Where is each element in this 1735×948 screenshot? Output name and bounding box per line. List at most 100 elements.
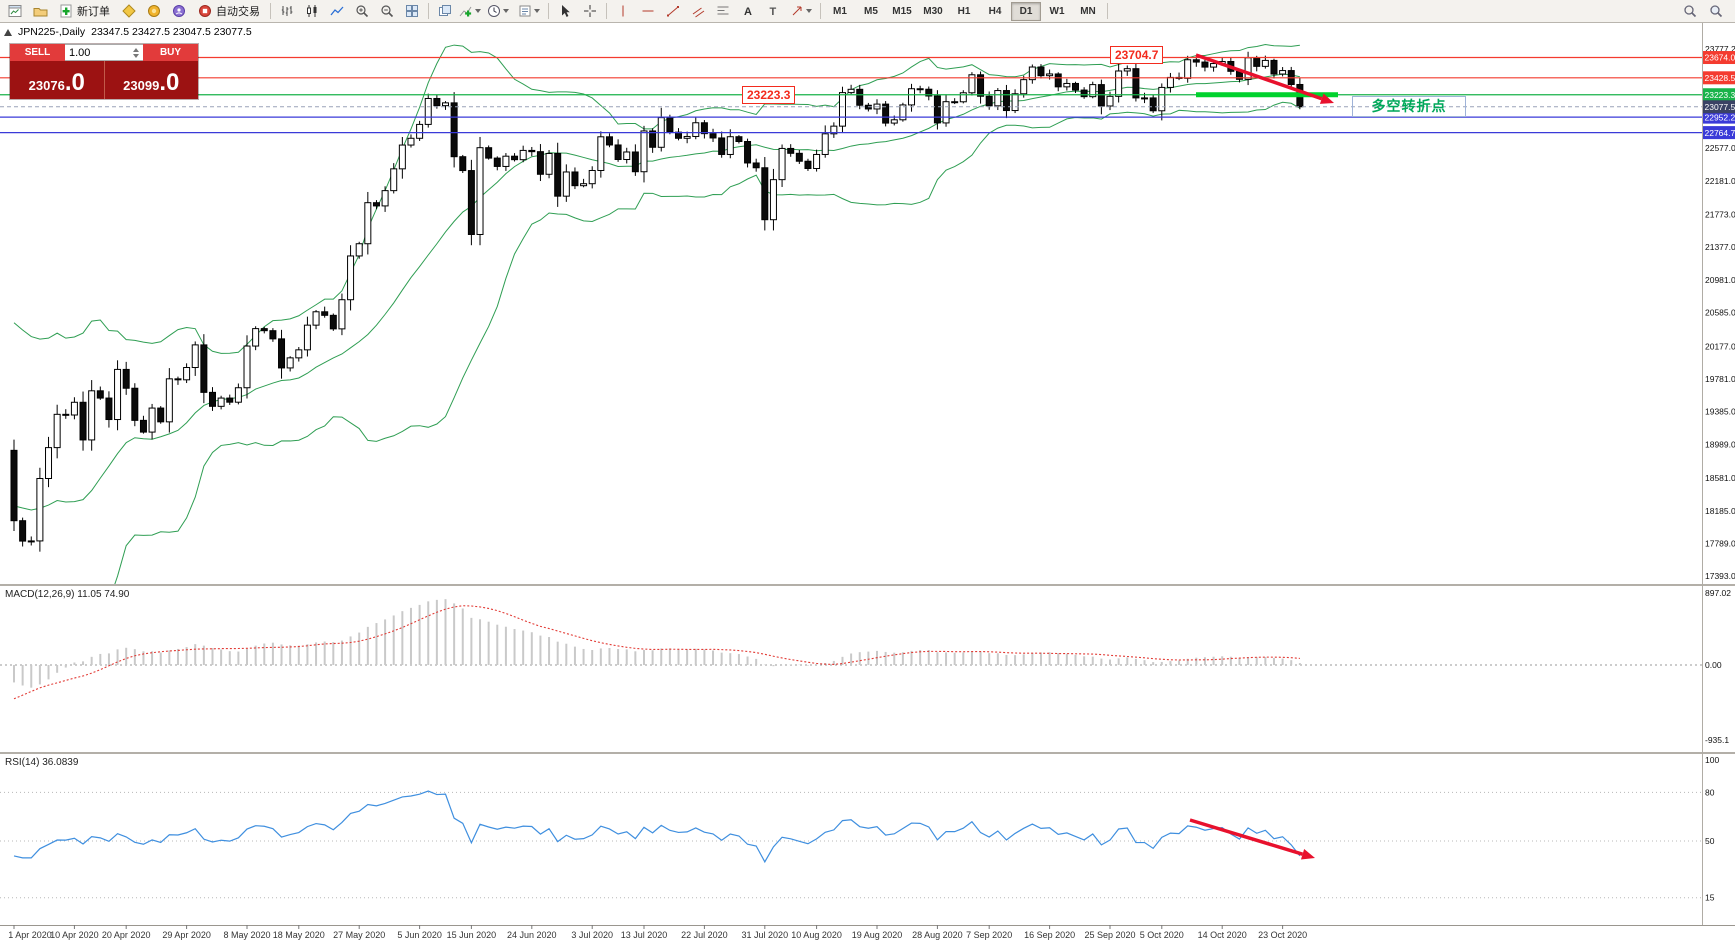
price-label-high[interactable]: 23704.7	[1110, 46, 1164, 64]
timeframe-button-d1[interactable]: D1	[1011, 1, 1041, 21]
timeframe-button-h1[interactable]: H1	[957, 5, 971, 17]
timeframe-button-m5[interactable]: M5	[864, 5, 878, 17]
buy-button[interactable]: BUY	[143, 44, 198, 61]
symbol-search-button[interactable]	[1704, 1, 1728, 22]
macd-pane[interactable]	[0, 599, 1702, 700]
main-price-pane[interactable]	[0, 44, 1702, 689]
svg-text:16 Sep 2020: 16 Sep 2020	[1024, 930, 1075, 940]
turning-point-note[interactable]: 多空转折点	[1352, 96, 1466, 117]
indicators-icon	[459, 6, 472, 17]
svg-text:20 Apr 2020: 20 Apr 2020	[102, 930, 151, 940]
tile-windows-button[interactable]	[400, 1, 424, 22]
line-chart-button[interactable]	[325, 1, 349, 22]
symbol-search-icon	[1710, 5, 1723, 18]
pane-separator[interactable]	[0, 752, 1735, 754]
market-button[interactable]	[142, 1, 166, 22]
chevron-down-icon	[806, 9, 812, 13]
svg-text:22577.0: 22577.0	[1705, 143, 1735, 153]
svg-text:14 Oct 2020: 14 Oct 2020	[1198, 930, 1247, 940]
autotrading-label: 自动交易	[216, 6, 260, 18]
svg-text:22 Jul 2020: 22 Jul 2020	[681, 930, 728, 940]
chart-annotations[interactable]	[1195, 53, 1338, 104]
fibonacci-tool-button[interactable]	[711, 1, 735, 22]
svg-text:20981.0: 20981.0	[1705, 275, 1735, 285]
svg-text:19 Aug 2020: 19 Aug 2020	[852, 930, 903, 940]
trend-arrow-rsi[interactable]	[1189, 818, 1315, 860]
svg-text:20177.0: 20177.0	[1705, 341, 1735, 351]
support-segment[interactable]	[1196, 92, 1338, 98]
rsi-pane[interactable]	[0, 790, 1702, 899]
cursor-tool-button[interactable]	[553, 1, 577, 22]
candlestick-chart-icon	[307, 5, 317, 17]
signals-icon	[173, 5, 185, 17]
svg-text:T: T	[770, 6, 777, 18]
tile-windows-icon	[406, 5, 418, 17]
arrows-tool-button[interactable]	[786, 1, 816, 22]
svg-text:A: A	[744, 6, 752, 18]
text-tool-button[interactable]: A	[736, 1, 760, 22]
channel-tool-button[interactable]	[686, 1, 710, 22]
trend-arrow-main[interactable]	[1195, 53, 1334, 104]
volume-field[interactable]: 1.00	[65, 44, 143, 61]
pane-separator[interactable]	[0, 584, 1735, 586]
autotrading-icon	[199, 5, 211, 17]
new-chart-icon	[8, 5, 21, 17]
text-icon: A	[744, 6, 752, 18]
horizontal-line-tool-button[interactable]	[636, 1, 660, 22]
search-button[interactable]	[1678, 1, 1702, 22]
svg-text:5 Oct 2020: 5 Oct 2020	[1140, 930, 1184, 940]
new-order-button[interactable]: 新订单	[53, 2, 116, 21]
price-scale[interactable]: 23777.2 22577.0 22181.0 21773.0 21377.0 20981…	[1703, 44, 1735, 903]
zoom-in-button[interactable]	[350, 1, 374, 22]
timeframe-button-w1[interactable]: W1	[1049, 5, 1065, 17]
volume-down-button[interactable]	[133, 53, 139, 58]
autotrading-button[interactable]: 自动交易	[192, 2, 266, 21]
periods-button[interactable]	[483, 1, 513, 22]
cascade-windows-icon	[439, 5, 451, 16]
svg-text:100: 100	[1705, 755, 1719, 765]
timeframe-button-m15[interactable]: M15	[892, 5, 912, 17]
sell-button[interactable]: SELL	[10, 44, 65, 61]
buy-price[interactable]: 23099.0	[103, 61, 199, 99]
chevron-down-icon	[503, 9, 509, 13]
crosshair-tool-button[interactable]	[578, 1, 602, 22]
svg-text:18989.0: 18989.0	[1705, 439, 1735, 449]
trendline-tool-button[interactable]	[661, 1, 685, 22]
toolbar-separator	[606, 3, 607, 19]
signals-button[interactable]	[167, 1, 191, 22]
svg-text:22764.7: 22764.7	[1705, 128, 1735, 138]
chevron-down-icon	[534, 9, 540, 13]
clock-icon	[488, 5, 500, 17]
templates-button[interactable]	[514, 1, 544, 22]
svg-text:5 Jun 2020: 5 Jun 2020	[397, 930, 442, 940]
bar-chart-button[interactable]	[275, 1, 299, 22]
toolbar-separator	[428, 3, 429, 19]
volume-up-button[interactable]	[133, 47, 139, 52]
timeframe-button-m1[interactable]: M1	[833, 5, 847, 17]
candlestick-chart-button[interactable]	[300, 1, 324, 22]
price-label-support[interactable]: 23223.3	[742, 86, 796, 104]
svg-text:25 Sep 2020: 25 Sep 2020	[1084, 930, 1135, 940]
zoom-out-button[interactable]	[375, 1, 399, 22]
profiles-button[interactable]	[28, 1, 52, 22]
label-tool-button[interactable]: T	[761, 1, 785, 22]
timeframe-button-mn[interactable]: MN	[1080, 5, 1096, 17]
channel-icon	[692, 7, 705, 18]
label-icon: T	[770, 6, 777, 18]
chevron-down-icon	[475, 9, 481, 13]
one-click-toggle[interactable]	[4, 28, 12, 36]
fibonacci-icon	[717, 6, 729, 15]
buy-price-pips: .0	[159, 69, 180, 96]
new-chart-button[interactable]	[3, 1, 27, 22]
vertical-line-tool-button[interactable]	[611, 1, 635, 22]
metaeditor-button[interactable]	[117, 1, 141, 22]
svg-text:15: 15	[1705, 893, 1715, 903]
cascade-windows-button[interactable]	[433, 1, 457, 22]
indicators-button[interactable]	[458, 1, 482, 22]
line-chart-icon	[330, 6, 344, 16]
timeframe-button-h4[interactable]: H4	[988, 5, 1002, 17]
sell-price[interactable]: 23076.0	[10, 61, 104, 99]
timeframe-button-m30[interactable]: M30	[923, 5, 943, 17]
